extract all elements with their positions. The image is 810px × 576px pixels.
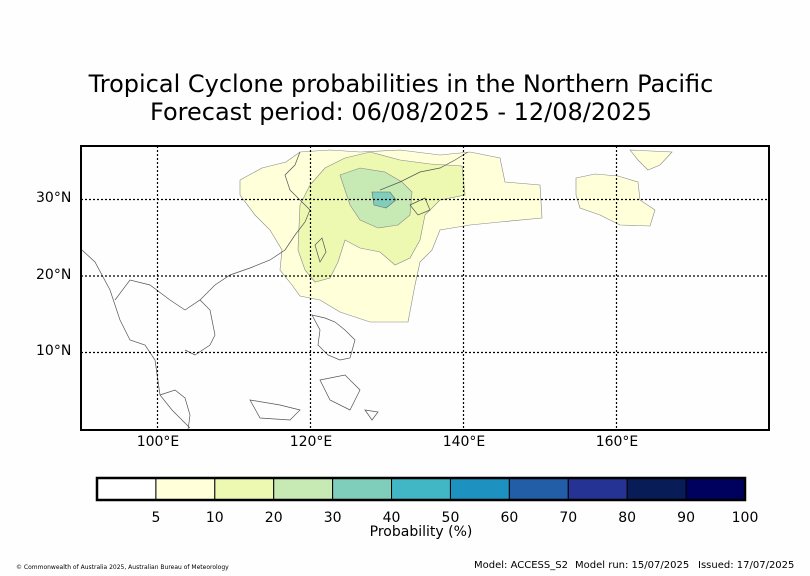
lon-label-100e: 100°E — [136, 434, 180, 450]
map-frame — [80, 145, 770, 431]
colorbar-tick-label: 90 — [677, 510, 695, 526]
lon-label-140e: 140°E — [442, 434, 486, 450]
probability-regions — [239, 149, 673, 323]
lon-label-120e: 120°E — [289, 434, 333, 450]
copyright-notice: © Commonwealth of Australia 2025, Austra… — [16, 564, 229, 571]
lat-label-10n: 10°N — [36, 343, 72, 359]
colorbar-tick-label: 60 — [500, 510, 519, 526]
colorbar-tick-label: 10 — [205, 510, 224, 526]
colorbar-tick-label: 30 — [323, 510, 342, 526]
model-name: Model: ACCESS_S2 — [474, 560, 568, 571]
lat-label-20n: 20°N — [36, 267, 72, 283]
forecast-period: Forecast period: 06/08/2025 - 12/08/2025 — [150, 98, 652, 126]
region-5-10-ne — [629, 149, 673, 171]
colorbar-tick-label: 40 — [382, 510, 401, 526]
colorbar-tick-label: 5 — [151, 510, 161, 526]
colorbar-tick-label: 70 — [559, 510, 578, 526]
map-title: Tropical Cyclone probabilities in the No… — [88, 70, 714, 98]
lon-label-160e: 160°E — [595, 434, 639, 450]
colorbar-tick-label: 50 — [441, 510, 460, 526]
model-run-date: Model run: 15/07/2025 — [575, 560, 690, 571]
colorbar-tick-label: 80 — [618, 510, 637, 526]
colorbar-label: Probability (%) — [369, 524, 473, 540]
colorbar-tick-label: 100 — [731, 510, 759, 526]
region-5-10-east — [575, 173, 656, 227]
gridlines — [81, 146, 769, 430]
lat-label-30n: 30°N — [36, 190, 72, 206]
region-30-40 — [371, 191, 397, 209]
issued-date: Issued: 17/07/2025 — [698, 560, 795, 571]
colorbar-tick-label: 20 — [264, 510, 283, 526]
